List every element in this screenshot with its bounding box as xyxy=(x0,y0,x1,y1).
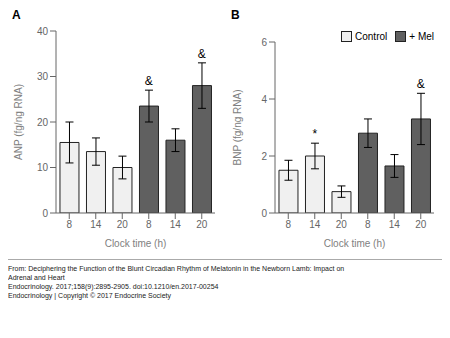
svg-text:40: 40 xyxy=(37,26,49,37)
svg-text:&: & xyxy=(145,74,153,88)
svg-text:14: 14 xyxy=(309,219,321,230)
html-text:+ Mel: + Mel xyxy=(409,31,434,42)
svg-text:20: 20 xyxy=(117,219,129,230)
html-text:Endocrinology. 2017;158(9):289: Endocrinology. 2017;158(9):2895-2905. do… xyxy=(8,283,219,290)
svg-text:2: 2 xyxy=(261,151,267,162)
svg-text:10: 10 xyxy=(37,162,49,173)
svg-text:0: 0 xyxy=(42,208,48,219)
html-text:Endocrinology | Copyright © 20: Endocrinology | Copyright © 2017 Endocri… xyxy=(8,292,171,299)
svg-text:20: 20 xyxy=(415,219,427,230)
svg-text:&: & xyxy=(198,47,206,61)
html-text:From: Deciphering the Function: From: Deciphering the Function of the Bl… xyxy=(8,265,345,272)
html-text:Adrenal and Heart: Adrenal and Heart xyxy=(8,274,65,281)
svg-text:6: 6 xyxy=(261,37,267,48)
svg-text:8: 8 xyxy=(365,219,371,230)
svg-text:20: 20 xyxy=(336,219,348,230)
svg-text:0: 0 xyxy=(261,208,267,219)
svg-text:ANP (fg/ng RNA): ANP (fg/ng RNA) xyxy=(13,84,24,160)
svg-text:Clock time (h): Clock time (h) xyxy=(105,238,167,249)
html-text:B: B xyxy=(231,8,240,22)
svg-text:30: 30 xyxy=(37,71,49,82)
html-text:Control: Control xyxy=(355,31,388,42)
svg-text:20: 20 xyxy=(196,219,208,230)
svg-text:20: 20 xyxy=(37,117,49,128)
svg-text:14: 14 xyxy=(90,219,102,230)
svg-text:BNP (fg/ng RNA): BNP (fg/ng RNA) xyxy=(232,90,243,166)
svg-text:8: 8 xyxy=(146,219,152,230)
svg-text:*: * xyxy=(312,127,317,141)
html-text:A: A xyxy=(12,8,21,22)
svg-text:8: 8 xyxy=(285,219,291,230)
svg-text:4: 4 xyxy=(261,94,267,105)
svg-text:14: 14 xyxy=(389,219,401,230)
svg-text:8: 8 xyxy=(66,219,72,230)
svg-text:14: 14 xyxy=(170,219,182,230)
svg-text:Clock time (h): Clock time (h) xyxy=(324,238,386,249)
svg-text:&: & xyxy=(417,77,425,91)
